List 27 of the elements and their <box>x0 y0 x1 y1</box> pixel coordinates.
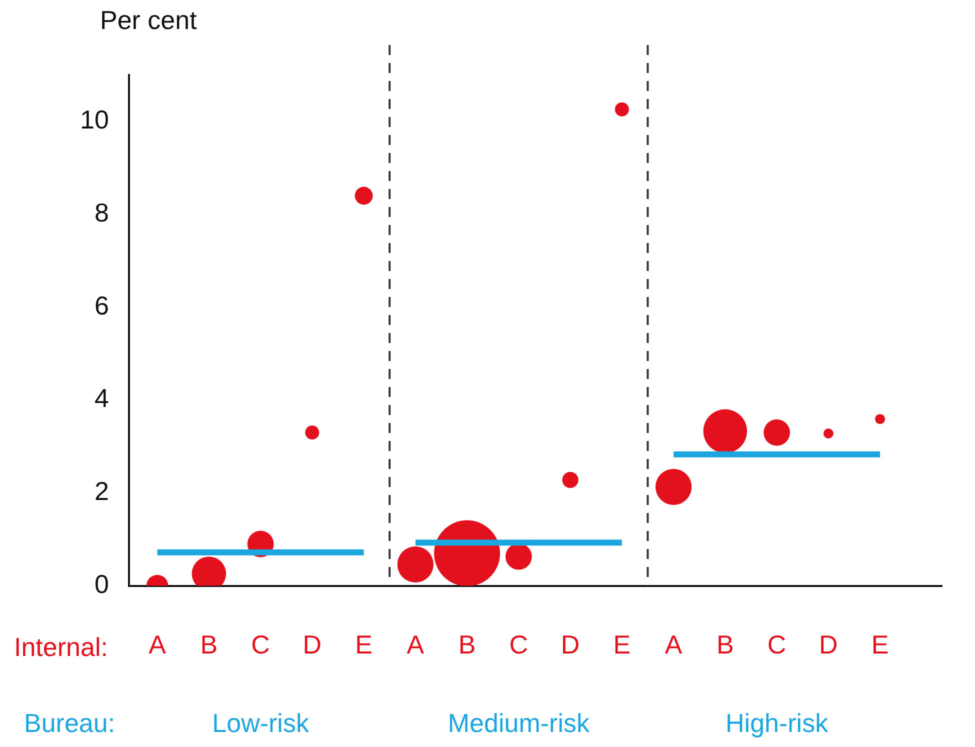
text: Low-risk <box>212 708 310 738</box>
y-tick-label: 10 <box>80 104 109 135</box>
x-tick-label: D <box>819 630 838 660</box>
x-tick-label: B <box>200 630 218 660</box>
x-tick-label: A <box>664 630 683 660</box>
text: High-risk <box>726 708 830 738</box>
text: Bureau: <box>24 708 116 738</box>
x-tick-label: C <box>509 630 528 660</box>
x-tick-label: A <box>148 630 167 660</box>
x-tick-label: E <box>613 630 631 660</box>
y-axis-title: Per cent <box>100 5 198 36</box>
y-tick-label: 0 <box>94 568 109 599</box>
x-tick-label: B <box>458 630 476 660</box>
text: Medium-risk <box>448 708 590 738</box>
x-tick-label: D <box>560 630 580 660</box>
y-tick-label: 2 <box>94 476 109 506</box>
x-tick-label: C <box>251 630 270 660</box>
y-tick-label: 4 <box>94 383 109 414</box>
text: Internal: <box>14 632 108 662</box>
y-tick-label: 6 <box>94 290 109 320</box>
x-tick-label: D <box>302 630 322 660</box>
x-tick-label: C <box>767 630 786 660</box>
y-tick-label: 8 <box>94 197 109 228</box>
x-tick-label: A <box>406 630 425 660</box>
x-tick-label: E <box>871 630 889 660</box>
x-tick-label: E <box>355 630 372 660</box>
x-tick-label: B <box>716 630 734 660</box>
